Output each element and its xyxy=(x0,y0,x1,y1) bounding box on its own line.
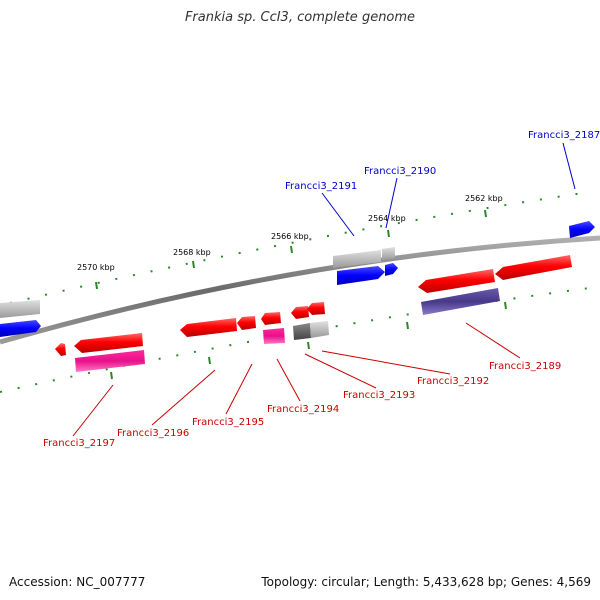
gene-arrow-blue[interactable] xyxy=(0,320,41,337)
gene-arrow-red[interactable] xyxy=(495,255,572,280)
leader-line xyxy=(321,350,451,375)
gene-arrow-gray[interactable] xyxy=(382,247,395,260)
gene-bar-pink[interactable] xyxy=(263,328,285,344)
gene-label-francci3-2194[interactable]: Francci3_2194 xyxy=(267,404,339,415)
gene-arrow-red[interactable] xyxy=(307,302,325,315)
outer-tick-track xyxy=(9,191,591,304)
gene-arrow-red[interactable] xyxy=(261,312,281,325)
major-tick xyxy=(504,301,507,310)
leader-line xyxy=(465,322,521,359)
major-tick xyxy=(95,281,98,290)
major-tick xyxy=(208,356,211,365)
top-leader-lines xyxy=(321,142,576,237)
leader-line xyxy=(72,384,114,437)
leader-line xyxy=(321,192,355,237)
gene-label-francci3-2187[interactable]: Francci3_2187 xyxy=(528,130,600,141)
forward-features xyxy=(0,221,595,337)
tick-label-2568: 2568 kbp xyxy=(173,248,211,257)
gene-arrow-red[interactable] xyxy=(180,318,237,337)
gene-label-francci3-2189[interactable]: Francci3_2189 xyxy=(489,361,561,372)
major-tick xyxy=(110,371,113,380)
reverse-features xyxy=(55,302,329,372)
gene-arrow-red[interactable] xyxy=(291,306,309,319)
tick-label-2562: 2562 kbp xyxy=(465,194,503,203)
leader-line xyxy=(151,369,216,426)
gene-label-francci3-2195[interactable]: Francci3_2195 xyxy=(192,417,264,428)
gene-arrow-red[interactable] xyxy=(237,316,256,330)
tick-label-2570: 2570 kbp xyxy=(77,263,115,272)
leader-line xyxy=(304,353,377,389)
gene-bar-gray[interactable] xyxy=(310,321,329,338)
leader-line xyxy=(562,142,576,190)
gene-bar-purple[interactable] xyxy=(421,288,500,315)
gene-arrow-gray[interactable] xyxy=(0,300,40,318)
gene-arrow-red[interactable] xyxy=(418,269,495,293)
map-title: Frankia sp. CcI3, complete genome xyxy=(184,10,416,25)
leader-line xyxy=(385,177,398,229)
genome-summary-text: Topology: circular; Length: 5,433,628 bp… xyxy=(261,575,591,589)
major-tick xyxy=(290,245,293,254)
bottom-leader-lines xyxy=(72,322,521,437)
gene-label-francci3-2197[interactable]: Francci3_2197 xyxy=(43,438,115,449)
gene-arrow-blue[interactable] xyxy=(337,266,385,285)
gene-arrow-blue[interactable] xyxy=(569,221,595,238)
gene-arrow-blue[interactable] xyxy=(385,263,398,276)
gene-arrow-red[interactable] xyxy=(55,343,66,356)
gene-label-francci3-2190[interactable]: Francci3_2190 xyxy=(364,166,436,177)
gene-arrow-red[interactable] xyxy=(74,333,143,353)
tick-label-2564: 2564 kbp xyxy=(368,214,406,223)
major-tick xyxy=(307,341,310,350)
gene-label-francci3-2191[interactable]: Francci3_2191 xyxy=(285,181,357,192)
inner-tick-track xyxy=(0,287,591,393)
major-tick xyxy=(387,229,390,238)
genome-backbone xyxy=(0,235,600,345)
major-tick xyxy=(406,321,409,330)
gene-label-francci3-2193[interactable]: Francci3_2193 xyxy=(343,390,415,401)
major-tick xyxy=(192,260,195,269)
tick-label-2566: 2566 kbp xyxy=(271,232,309,241)
leader-line xyxy=(276,358,301,402)
major-tick xyxy=(484,209,487,218)
gene-bar-dark[interactable] xyxy=(293,323,311,340)
gene-label-francci3-2196[interactable]: Francci3_2196 xyxy=(117,428,189,439)
accession-text: Accession: NC_007777 xyxy=(9,575,146,589)
gene-bar-pink[interactable] xyxy=(75,350,145,372)
gene-arrow-gray[interactable] xyxy=(333,250,381,268)
leader-line xyxy=(225,363,253,415)
gene-label-francci3-2192[interactable]: Francci3_2192 xyxy=(417,376,489,387)
